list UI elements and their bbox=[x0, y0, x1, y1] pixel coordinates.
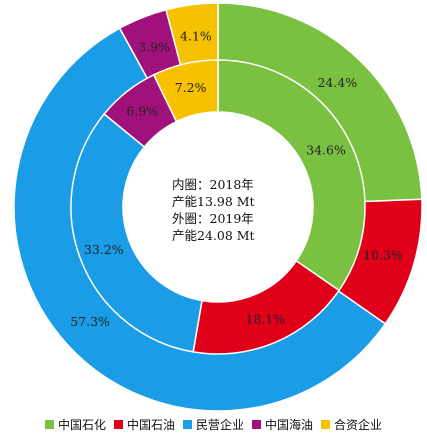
legend-swatch bbox=[113, 419, 123, 429]
inner-slice-label: 33.2% bbox=[84, 242, 124, 257]
inner-slice bbox=[70, 112, 203, 353]
inner-slice-label: 7.2% bbox=[175, 80, 207, 95]
legend-label: 中国石化 bbox=[57, 417, 106, 432]
inner-slice-label: 18.1% bbox=[246, 311, 286, 326]
legend-swatch bbox=[182, 419, 192, 429]
inner-ring bbox=[70, 59, 366, 355]
legend-item: 中国石化 bbox=[44, 416, 106, 433]
center-line-4: 产能24.08 Mt bbox=[172, 228, 255, 243]
legend-label: 中国海油 bbox=[265, 417, 314, 432]
outer-slice-label: 57.3% bbox=[70, 314, 110, 329]
legend-item: 中国海油 bbox=[252, 416, 313, 433]
legend-label: 民营企业 bbox=[195, 417, 244, 432]
legend-item: 民营企业 bbox=[182, 416, 244, 433]
legend-label: 合资企业 bbox=[334, 417, 383, 432]
center-line-2: 产能13.98 Mt bbox=[172, 194, 255, 209]
legend-swatch bbox=[44, 419, 54, 429]
outer-slice-label: 24.4% bbox=[317, 75, 357, 90]
center-line-3: 外圈：2019年 bbox=[172, 211, 254, 226]
outer-slice-label: 4.1% bbox=[180, 28, 212, 43]
nested-donut-chart: 24.4% 10.3% 57.3% 3.9% 4.1% 34.6% 18.1% 33.2% 6.… bbox=[13, 2, 423, 412]
inner-slice bbox=[217, 59, 366, 292]
legend-item: 中国石油 bbox=[113, 416, 175, 433]
legend-label: 中国石油 bbox=[126, 417, 175, 432]
center-line-1: 内圈：2018年 bbox=[172, 177, 254, 192]
outer-slice-label: 10.3% bbox=[363, 248, 403, 263]
inner-slice-label: 6.9% bbox=[126, 103, 158, 118]
legend-swatch bbox=[252, 419, 261, 429]
outer-slice-label: 3.9% bbox=[138, 39, 170, 54]
legend-item: 合资企业 bbox=[321, 416, 382, 433]
legend-swatch bbox=[321, 419, 331, 429]
legend: 中国石化 中国石油 民营企业 中国海油 合资企业 bbox=[0, 412, 427, 436]
inner-slice bbox=[152, 59, 219, 123]
center-text: 内圈：2018年 产能13.98 Mt 外圈：2019年 产能24.08 Mt bbox=[172, 177, 255, 243]
inner-slice-label: 34.6% bbox=[306, 142, 346, 157]
slice-labels: 24.4% 10.3% 57.3% 3.9% 4.1% 34.6% 18.1% 33.2% 6.… bbox=[70, 28, 403, 329]
